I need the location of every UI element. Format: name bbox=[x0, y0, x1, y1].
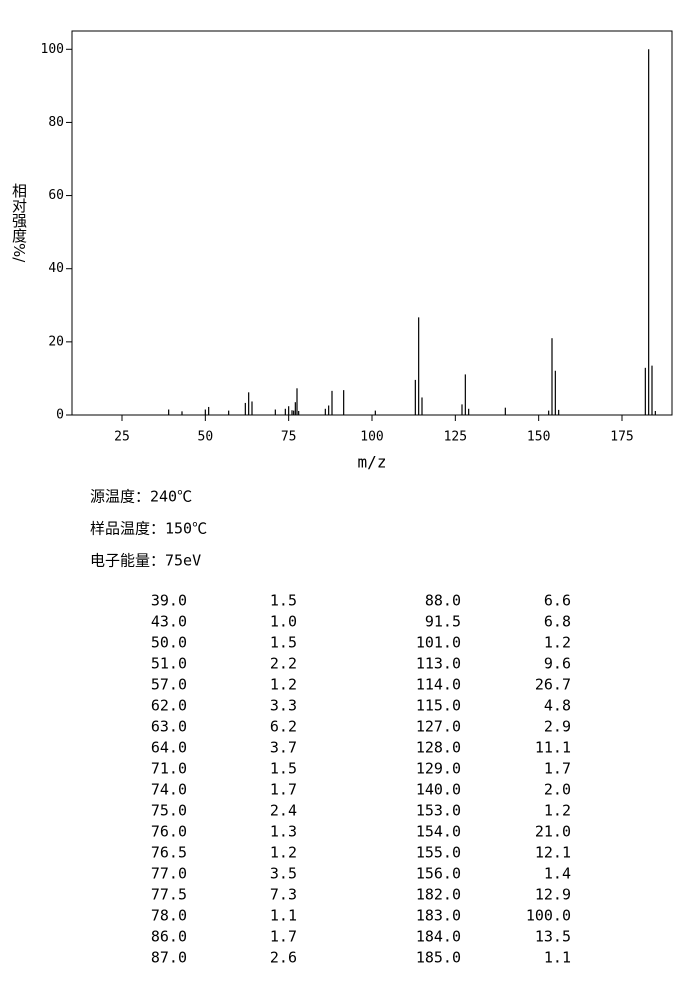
table-cell: 101.0 bbox=[416, 634, 461, 652]
table-cell: 185.0 bbox=[416, 949, 461, 967]
table-cell: 6.8 bbox=[544, 613, 571, 631]
table-cell: 1.3 bbox=[270, 823, 297, 841]
table-cell: 184.0 bbox=[416, 928, 461, 946]
table-cell: 76.0 bbox=[151, 823, 187, 841]
y-tick-label: 20 bbox=[48, 334, 64, 349]
table-cell: 1.1 bbox=[544, 949, 571, 967]
table-cell: 1.4 bbox=[544, 865, 571, 883]
table-cell: 43.0 bbox=[151, 613, 187, 631]
table-cell: 114.0 bbox=[416, 676, 461, 694]
x-tick-label: 150 bbox=[527, 430, 550, 445]
table-cell: 88.0 bbox=[425, 592, 461, 610]
table-cell: 1.2 bbox=[544, 802, 571, 820]
table-cell: 57.0 bbox=[151, 676, 187, 694]
table-cell: 77.0 bbox=[151, 865, 187, 883]
y-tick-label: 0 bbox=[56, 408, 64, 423]
table-cell: 86.0 bbox=[151, 928, 187, 946]
table-cell: 153.0 bbox=[416, 802, 461, 820]
x-tick-label: 100 bbox=[360, 430, 383, 445]
table-cell: 1.7 bbox=[270, 928, 297, 946]
table-cell: 128.0 bbox=[416, 739, 461, 757]
table-cell: 1.1 bbox=[270, 907, 297, 925]
condition: 电子能量：75eV bbox=[90, 552, 201, 570]
table-cell: 71.0 bbox=[151, 760, 187, 778]
y-tick-label: 80 bbox=[48, 115, 64, 130]
table-cell: 2.6 bbox=[270, 949, 297, 967]
plot-frame bbox=[71, 30, 673, 416]
table-cell: 62.0 bbox=[151, 697, 187, 715]
table-cell: 1.7 bbox=[544, 760, 571, 778]
table-cell: 3.5 bbox=[270, 865, 297, 883]
table-cell: 183.0 bbox=[416, 907, 461, 925]
table-cell: 100.0 bbox=[526, 907, 571, 925]
table-cell: 6.6 bbox=[544, 592, 571, 610]
table-cell: 127.0 bbox=[416, 718, 461, 736]
table-cell: 63.0 bbox=[151, 718, 187, 736]
table-cell: 78.0 bbox=[151, 907, 187, 925]
table-cell: 51.0 bbox=[151, 655, 187, 673]
table-cell: 6.2 bbox=[270, 718, 297, 736]
table-cell: 1.5 bbox=[270, 634, 297, 652]
x-tick-label: 25 bbox=[114, 430, 130, 445]
table-cell: 1.2 bbox=[544, 634, 571, 652]
y-axis-label: 相对强度%/ bbox=[10, 183, 28, 263]
table-cell: 12.9 bbox=[535, 886, 571, 904]
x-tick-label: 175 bbox=[610, 430, 633, 445]
table-cell: 3.7 bbox=[270, 739, 297, 757]
table-cell: 26.7 bbox=[535, 676, 571, 694]
table-cell: 140.0 bbox=[416, 781, 461, 799]
condition: 源温度：240℃ bbox=[90, 488, 192, 506]
table-cell: 21.0 bbox=[535, 823, 571, 841]
table-cell: 39.0 bbox=[151, 592, 187, 610]
table-cell: 12.1 bbox=[535, 844, 571, 862]
y-tick-label: 100 bbox=[41, 42, 64, 57]
table-cell: 11.1 bbox=[535, 739, 571, 757]
table-cell: 91.5 bbox=[425, 613, 461, 631]
table-cell: 1.5 bbox=[270, 760, 297, 778]
table-cell: 1.2 bbox=[270, 844, 297, 862]
table-cell: 87.0 bbox=[151, 949, 187, 967]
table-cell: 7.3 bbox=[270, 886, 297, 904]
table-cell: 77.5 bbox=[151, 886, 187, 904]
table-cell: 1.0 bbox=[270, 613, 297, 631]
table-cell: 64.0 bbox=[151, 739, 187, 757]
table-cell: 50.0 bbox=[151, 634, 187, 652]
table-cell: 156.0 bbox=[416, 865, 461, 883]
table-cell: 2.0 bbox=[544, 781, 571, 799]
x-tick-label: 50 bbox=[198, 430, 214, 445]
table-cell: 75.0 bbox=[151, 802, 187, 820]
table-cell: 9.6 bbox=[544, 655, 571, 673]
table-cell: 154.0 bbox=[416, 823, 461, 841]
table-cell: 129.0 bbox=[416, 760, 461, 778]
y-tick-label: 60 bbox=[48, 188, 64, 203]
table-cell: 76.5 bbox=[151, 844, 187, 862]
table-cell: 13.5 bbox=[535, 928, 571, 946]
condition: 样品温度：150℃ bbox=[90, 520, 207, 538]
table-cell: 2.2 bbox=[270, 655, 297, 673]
table-cell: 2.4 bbox=[270, 802, 297, 820]
table-cell: 3.3 bbox=[270, 697, 297, 715]
table-cell: 155.0 bbox=[416, 844, 461, 862]
x-tick-label: 75 bbox=[281, 430, 297, 445]
table-cell: 113.0 bbox=[416, 655, 461, 673]
x-tick-label: 125 bbox=[444, 430, 467, 445]
table-cell: 115.0 bbox=[416, 697, 461, 715]
table-cell: 1.7 bbox=[270, 781, 297, 799]
table-cell: 2.9 bbox=[544, 718, 571, 736]
table-cell: 1.2 bbox=[270, 676, 297, 694]
table-cell: 1.5 bbox=[270, 592, 297, 610]
y-tick-label: 40 bbox=[48, 261, 64, 276]
table-cell: 74.0 bbox=[151, 781, 187, 799]
x-axis-label: m/z bbox=[358, 453, 387, 472]
table-cell: 4.8 bbox=[544, 697, 571, 715]
table-cell: 182.0 bbox=[416, 886, 461, 904]
